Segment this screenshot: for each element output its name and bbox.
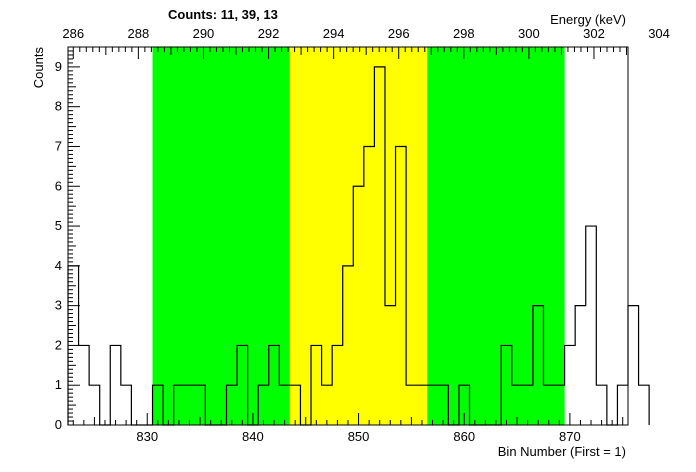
energy-tick-label: 298	[453, 26, 475, 41]
peak-region	[289, 47, 428, 425]
histogram-line	[67, 66, 650, 426]
x-tick-label: 840	[242, 429, 264, 444]
energy-tick-label: 290	[193, 26, 215, 41]
y-tick-label: 6	[55, 178, 62, 193]
left-background-region	[152, 47, 290, 425]
x-tick-label: 830	[136, 429, 158, 444]
energy-tick-label: 300	[518, 26, 540, 41]
energy-tick-label: 296	[388, 26, 410, 41]
y-tick-label: 2	[55, 337, 62, 352]
y-tick-label: 1	[55, 377, 62, 392]
y-tick-label: 4	[55, 258, 62, 273]
energy-tick-label: 286	[62, 26, 84, 41]
energy-tick-label: 302	[583, 26, 605, 41]
y-tick-label: 7	[55, 138, 62, 153]
y-tick-label: 8	[55, 99, 62, 114]
y-axis-title: Counts	[31, 47, 46, 89]
energy-axis-title: Energy (keV)	[550, 12, 626, 27]
y-tick-label: 0	[55, 417, 62, 432]
x-tick-label: 860	[453, 429, 475, 444]
y-tick-label: 9	[55, 59, 62, 74]
axes: 830 840 850 860 870 0 1 2 3 4 5 6 7 8 9 286 288 290 292 294…	[55, 26, 670, 444]
x-axis-title: Bin Number (First = 1)	[498, 444, 626, 459]
energy-tick-label: 304	[648, 26, 670, 41]
y-tick-label: 3	[55, 298, 62, 313]
x-tick-label: 870	[559, 429, 581, 444]
energy-tick-label: 294	[323, 26, 345, 41]
chart-title: Counts: 11, 39, 13	[168, 7, 278, 22]
energy-tick-label: 292	[258, 26, 280, 41]
shaded-regions	[152, 47, 565, 425]
y-tick-label: 5	[55, 218, 62, 233]
right-background-region	[427, 47, 565, 425]
energy-tick-label: 288	[128, 26, 150, 41]
x-tick-label: 850	[348, 429, 370, 444]
